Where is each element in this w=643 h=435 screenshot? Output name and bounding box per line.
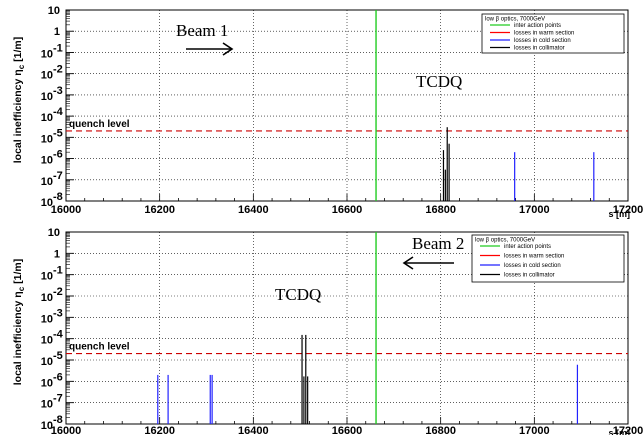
x-tick-label: 16000: [51, 425, 82, 435]
y-tick-exponent: -7: [53, 393, 63, 405]
y-tick-label: 10: [41, 91, 53, 103]
beam-direction-arrowhead: [222, 42, 234, 56]
y-tick-exponent: -7: [53, 170, 63, 182]
tcdq-label: TCDQ: [416, 72, 462, 91]
y-tick-label: 10: [41, 292, 53, 304]
legend-entry: inter action points: [504, 244, 551, 250]
y-tick-label: 10: [48, 5, 60, 17]
y-tick-label: 10: [41, 70, 53, 82]
x-tick-label: 17000: [519, 204, 550, 216]
y-tick-label: 10: [41, 176, 53, 188]
legend-entry: losses in cold section: [514, 38, 571, 44]
y-tick-label: 10: [41, 133, 53, 145]
x-axis-title: s [m]: [608, 428, 630, 435]
tcdq-label: TCDQ: [275, 285, 321, 304]
x-tick-label: 16800: [425, 204, 456, 216]
legend-title: low β optics, 7000GeV: [475, 238, 535, 244]
legend-box: [481, 13, 625, 54]
x-tick-label: 17200: [613, 425, 643, 435]
y-axis-title-sub: c: [17, 64, 26, 69]
beam-label: Beam 1: [176, 21, 228, 40]
x-tick-label: 16600: [332, 204, 363, 216]
y-axis-title-unit: [1/m]: [12, 37, 24, 62]
y-tick-exponent: -8: [53, 191, 63, 203]
x-axis-title: s [m]: [608, 209, 630, 219]
y-tick-exponent: -3: [53, 307, 63, 319]
beam-label: Beam 2: [412, 234, 464, 253]
y-tick-exponent: -3: [53, 85, 63, 97]
y-tick-exponent: -4: [53, 329, 64, 341]
x-tick-label: 17200: [613, 204, 643, 216]
x-tick-label: 16600: [332, 425, 363, 435]
y-tick-exponent: -1: [53, 265, 63, 277]
y-tick-label: 10: [41, 197, 53, 209]
y-tick-label: 10: [41, 377, 53, 389]
y-tick-label: 10: [41, 356, 53, 368]
legend-entry: losses in warm section: [514, 31, 574, 37]
x-tick-label: 16000: [51, 204, 82, 216]
x-tick-label: 16200: [144, 425, 175, 435]
y-tick-label: 10: [41, 155, 53, 167]
x-tick-label: 16400: [238, 204, 269, 216]
y-tick-label: 10: [41, 399, 53, 411]
y-tick-label: 10: [41, 313, 53, 325]
y-tick-exponent: -8: [53, 414, 63, 426]
y-tick-label: 10: [41, 335, 53, 347]
x-tick-label: 16800: [425, 425, 456, 435]
legend-entry: inter action points: [514, 23, 561, 29]
y-axis-title: local inefficiency ηc [1/m]: [12, 259, 26, 386]
y-axis-title: local inefficiency ηc [1/m]: [12, 37, 26, 164]
y-tick-label: 1: [54, 248, 60, 260]
y-axis-title-main: local inefficiency η: [12, 69, 24, 163]
y-axis-title-main: local inefficiency η: [12, 291, 24, 385]
beam-direction-arrowhead: [402, 256, 414, 270]
y-tick-exponent: -5: [53, 127, 63, 139]
y-tick-exponent: -1: [53, 42, 63, 54]
x-tick-label: 16400: [238, 425, 269, 435]
y-axis-title-sub: c: [17, 286, 26, 291]
y-tick-exponent: -2: [53, 286, 63, 298]
legend-entry: losses in cold section: [504, 263, 561, 269]
y-tick-exponent: -5: [53, 350, 63, 362]
legend-entry: losses in warm section: [504, 254, 564, 260]
quench-level-label: quench level: [69, 119, 130, 130]
y-tick-label: 10: [41, 271, 53, 283]
x-tick-label: 17000: [519, 425, 550, 435]
quench-level-label: quench level: [69, 342, 130, 353]
x-tick-label: 16200: [144, 204, 175, 216]
y-tick-label: 1: [54, 26, 60, 38]
y-tick-label: 10: [48, 227, 60, 239]
y-tick-exponent: -6: [53, 371, 63, 383]
y-tick-exponent: -2: [53, 64, 63, 76]
y-tick-label: 10: [41, 112, 53, 124]
y-tick-exponent: -6: [53, 149, 63, 161]
y-tick-exponent: -4: [53, 106, 64, 118]
legend-entry: losses in collimator: [504, 273, 555, 279]
grid: [66, 10, 628, 201]
legend-title: low β optics, 7000GeV: [485, 17, 545, 23]
y-tick-label: 10: [41, 48, 53, 60]
y-axis-title-unit: [1/m]: [12, 259, 24, 284]
legend-entry: losses in collimator: [514, 46, 565, 52]
y-tick-label: 10: [41, 420, 53, 432]
